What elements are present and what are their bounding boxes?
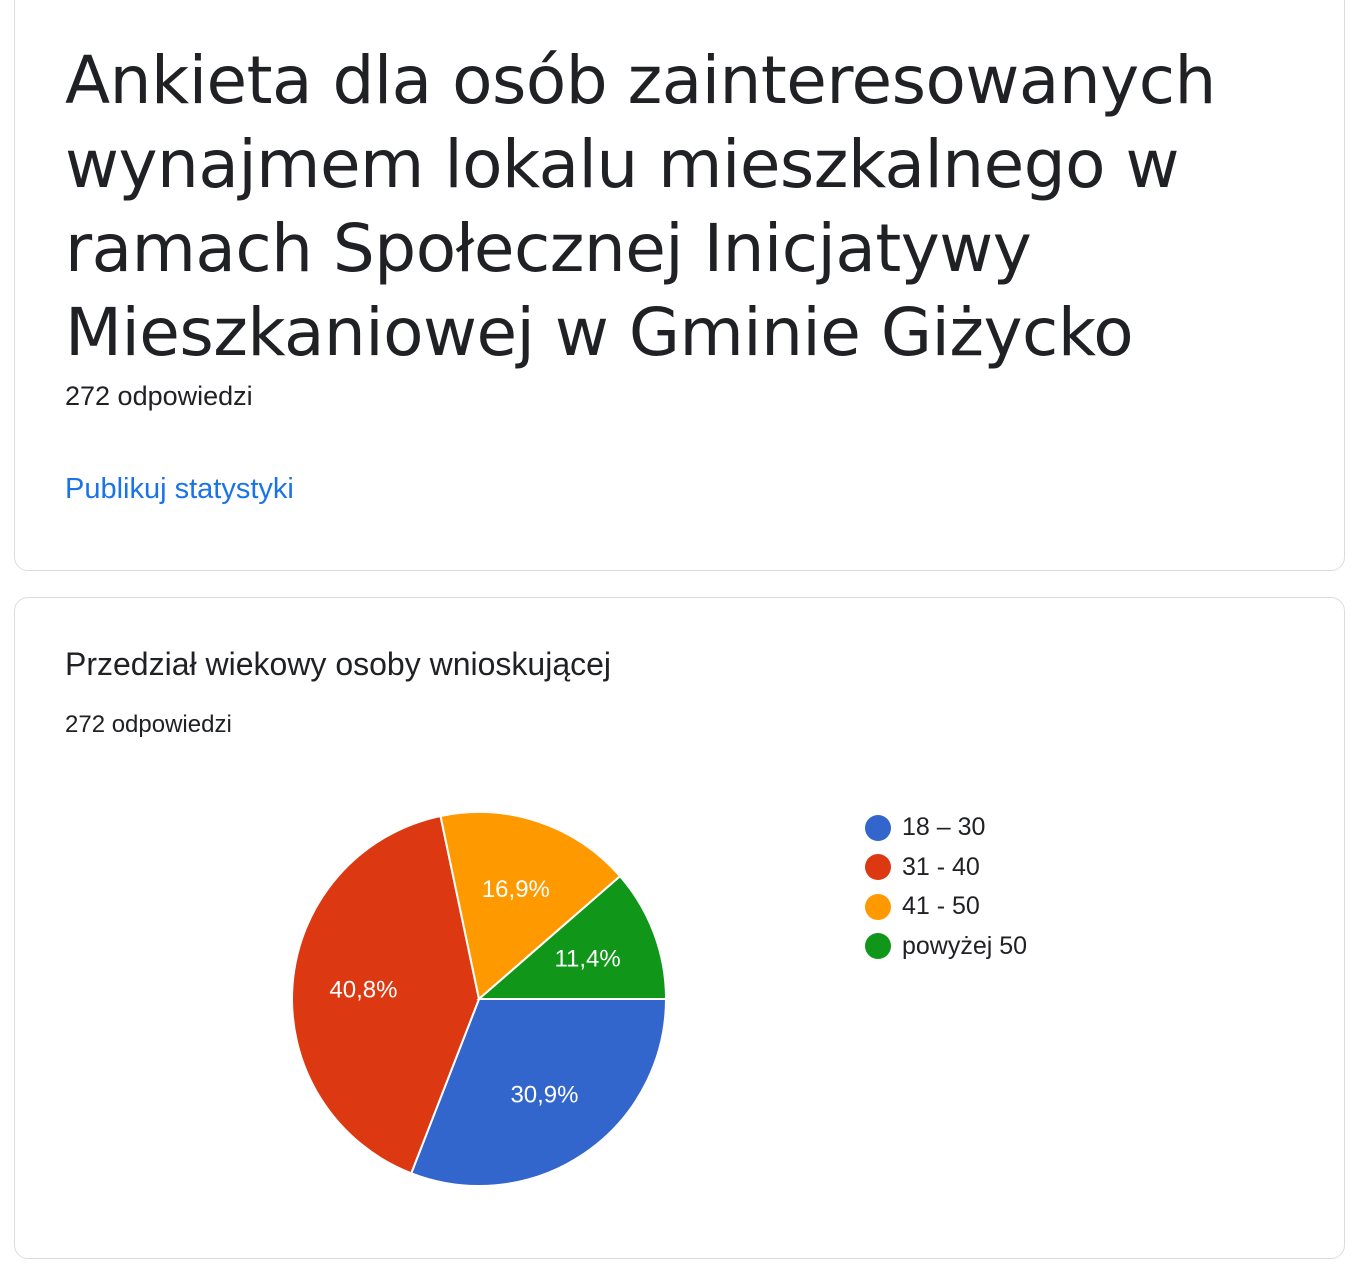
slice-percent-label: 16,9% <box>482 876 550 903</box>
legend-label: 31 - 40 <box>902 852 980 881</box>
legend-item[interactable]: powyżej 50 <box>865 927 1027 967</box>
legend-label: 41 - 50 <box>902 892 980 921</box>
legend-item[interactable]: 31 - 40 <box>865 848 1027 888</box>
legend-color-swatch <box>865 893 891 920</box>
pie-slice-2[interactable] <box>291 814 481 1175</box>
pie-chart: 30,9% 40,8% 16,9% 11,4% <box>291 811 668 1187</box>
question-response-count: 272 odpowiedzi <box>65 711 232 738</box>
legend-item[interactable]: 18 – 30 <box>865 808 1027 848</box>
pie-slice-1[interactable] <box>409 998 668 1187</box>
publish-statistics-link[interactable]: Publikuj statystyki <box>65 473 294 505</box>
legend-color-swatch <box>865 814 891 841</box>
slice-percent-label: 40,8% <box>329 977 397 1004</box>
slice-percent-label: 11,4% <box>554 945 620 972</box>
legend-label: 18 – 30 <box>902 813 986 842</box>
chart-legend: 18 – 30 31 - 40 41 - 50 powyżej 50 <box>865 808 1027 966</box>
form-title: Ankieta dla osób zainteresowanych wynajm… <box>65 42 1216 371</box>
pie-slice-4[interactable] <box>476 874 668 1000</box>
response-count: 272 odpowiedzi <box>65 381 253 411</box>
pie-slice-3[interactable] <box>439 811 622 1001</box>
slice-percent-label: 30,9% <box>510 1082 578 1109</box>
question-summary-card: Przedział wiekowy osoby wnioskującej 272… <box>14 597 1345 1259</box>
legend-color-swatch <box>865 933 891 960</box>
form-header-card: Ankieta dla osób zainteresowanych wynajm… <box>14 0 1345 571</box>
legend-label: powyżej 50 <box>902 931 1028 960</box>
legend-color-swatch <box>865 854 891 881</box>
legend-item[interactable]: 41 - 50 <box>865 887 1027 927</box>
question-title: Przedział wiekowy osoby wnioskującej <box>65 646 612 682</box>
